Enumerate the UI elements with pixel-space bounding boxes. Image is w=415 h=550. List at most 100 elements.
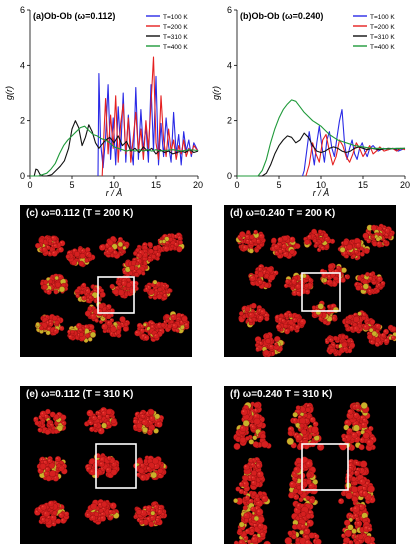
molecule-cluster bbox=[286, 402, 325, 451]
molecule-cluster bbox=[284, 502, 322, 544]
molecule-cluster bbox=[354, 271, 386, 296]
plot-b-series-t-200-k bbox=[305, 133, 406, 177]
plot-b-legend-label: T=310 K bbox=[370, 34, 395, 41]
molecule-cluster bbox=[311, 300, 339, 326]
plot-b-legend-label: T=400 K bbox=[370, 44, 395, 51]
molecule-cluster bbox=[84, 301, 115, 324]
molecule-cluster bbox=[133, 455, 168, 481]
molecule-cluster bbox=[36, 456, 68, 482]
molecule-cluster bbox=[73, 282, 106, 304]
molecule-cluster bbox=[366, 323, 396, 347]
molecule-cluster bbox=[99, 235, 130, 259]
molecule-cluster bbox=[324, 333, 356, 357]
molecule-cluster bbox=[288, 456, 319, 508]
unit-cell-box bbox=[301, 272, 341, 312]
snapshot-e: (e) ω=0.112 (T = 310 K) bbox=[20, 386, 192, 544]
molecule-cluster bbox=[238, 302, 270, 328]
molecule-cluster bbox=[33, 408, 67, 435]
plot-a-legend-label: T=400 K bbox=[163, 44, 188, 51]
plot-a-x-tick-label: 10 bbox=[109, 180, 119, 190]
molecule-cluster bbox=[233, 401, 272, 450]
plot-a-y-axis-label: g(r) bbox=[4, 86, 14, 100]
snapshot-d: (d) ω=0.240 T = 200 K) bbox=[224, 205, 396, 357]
plot-b-y-tick-label: 4 bbox=[227, 60, 232, 70]
unit-cell-box bbox=[95, 443, 137, 489]
snapshot-d-label: (d) ω=0.240 T = 200 K) bbox=[230, 208, 336, 219]
molecule-cluster bbox=[122, 257, 150, 278]
plot-b-x-tick-label: 10 bbox=[316, 180, 326, 190]
plot-a-y-tick-label: 2 bbox=[20, 116, 25, 126]
molecule-cluster bbox=[35, 313, 65, 336]
plot-b: 0 5 10 15 20 0 2 4 6 r / Å g(r) (b)Ob-Ob (ω=0.240) T… bbox=[207, 0, 415, 200]
plot-b-y-axis-label: g(r) bbox=[211, 86, 221, 100]
plot-b-x-tick-label: 0 bbox=[234, 180, 239, 190]
plot-b-y-tick-label: 0 bbox=[227, 171, 232, 181]
plot-a-series-t-200-k bbox=[101, 56, 199, 177]
plot-b-canvas: 0 5 10 15 20 0 2 4 6 r / Å g(r) (b)Ob-Ob (ω=0.240) T… bbox=[211, 5, 410, 198]
molecule-cluster bbox=[134, 320, 165, 342]
snapshot-f-image bbox=[233, 401, 377, 544]
molecule-cluster bbox=[233, 502, 271, 544]
molecule-cluster bbox=[84, 499, 120, 525]
plot-a-x-tick-label: 0 bbox=[27, 180, 32, 190]
molecule-cluster bbox=[84, 407, 118, 435]
plot-a-legend-label: T=200 K bbox=[163, 24, 188, 31]
snapshot-f: (f) ω=0.240 T = 310 K) bbox=[224, 386, 396, 544]
molecule-cluster bbox=[342, 310, 376, 334]
molecule-cluster bbox=[233, 457, 271, 508]
plot-b-x-tick-label: 5 bbox=[276, 180, 281, 190]
plot-a-y-tick-label: 6 bbox=[20, 5, 25, 15]
plot-b-x-axis-label: r / Å bbox=[313, 188, 330, 198]
molecule-cluster bbox=[274, 310, 307, 335]
plot-a-y-tick-label: 4 bbox=[20, 60, 25, 70]
plot-a-legend-label: T=100 K bbox=[163, 14, 188, 21]
plot-b-x-tick-label: 20 bbox=[400, 180, 410, 190]
plot-b-series-t-100-k bbox=[301, 109, 406, 177]
molecule-cluster bbox=[35, 235, 66, 257]
snapshot-c-label: (c) ω=0.112 (T = 200 K) bbox=[26, 208, 134, 219]
plot-a-x-tick-label: 5 bbox=[69, 180, 74, 190]
snapshot-c-image bbox=[35, 232, 190, 343]
molecule-cluster bbox=[40, 273, 69, 295]
plot-a-y-tick-label: 0 bbox=[20, 171, 25, 181]
snapshot-e-image bbox=[33, 407, 168, 528]
plot-b-series-t-310-k bbox=[237, 132, 406, 177]
molecule-cluster bbox=[157, 232, 185, 253]
plot-b-legend-label: T=200 K bbox=[370, 24, 395, 31]
molecule-cluster bbox=[338, 401, 377, 452]
plot-b-y-tick-label: 6 bbox=[227, 5, 232, 15]
molecule-cluster bbox=[303, 228, 336, 253]
plot-a: 0 5 10 15 20 0 2 4 6 r / Å g(r) (a)Ob-Ob (ω=0.112) T… bbox=[0, 0, 208, 200]
molecule-cluster bbox=[65, 245, 96, 268]
molecule-cluster bbox=[132, 408, 164, 436]
plot-a-title: (a)Ob-Ob (ω=0.112) bbox=[33, 11, 115, 21]
plot-a-canvas: 0 5 10 15 20 0 2 4 6 r / Å g(r) (a)Ob-Ob (ω=0.112) T… bbox=[4, 5, 203, 198]
molecule-cluster bbox=[254, 332, 285, 357]
snapshot-c: (c) ω=0.112 (T = 200 K) bbox=[20, 205, 192, 357]
plot-a-series-t-400-k bbox=[30, 125, 199, 177]
plot-a-x-axis-label: r / Å bbox=[106, 188, 123, 198]
molecule-cluster bbox=[133, 501, 168, 528]
plot-b-x-tick-label: 15 bbox=[358, 180, 368, 190]
plot-b-title: (b)Ob-Ob (ω=0.240) bbox=[240, 11, 323, 21]
plot-b-series-t-400-k bbox=[237, 99, 405, 177]
molecule-cluster bbox=[67, 322, 97, 343]
molecule-cluster bbox=[235, 229, 266, 254]
plot-a-x-tick-label: 20 bbox=[193, 180, 203, 190]
plot-a-x-tick-label: 15 bbox=[151, 180, 161, 190]
snapshot-e-label: (e) ω=0.112 (T = 310 K) bbox=[26, 389, 134, 400]
plot-b-legend-label: T=100 K bbox=[370, 14, 395, 21]
molecule-cluster bbox=[319, 262, 351, 287]
plot-a-legend-label: T=310 K bbox=[163, 34, 188, 41]
molecule-cluster bbox=[101, 316, 130, 338]
molecule-cluster bbox=[248, 264, 279, 290]
plot-b-y-tick-label: 2 bbox=[227, 116, 232, 126]
molecule-cluster bbox=[338, 458, 376, 506]
molecule-cluster bbox=[283, 272, 314, 297]
molecule-cluster bbox=[143, 279, 173, 301]
molecule-cluster bbox=[341, 501, 376, 544]
snapshot-f-label: (f) ω=0.240 T = 310 K) bbox=[230, 389, 333, 400]
plot-a-series-t-100-k bbox=[97, 73, 199, 177]
unit-cell-box bbox=[301, 443, 349, 491]
molecule-cluster bbox=[269, 235, 301, 259]
